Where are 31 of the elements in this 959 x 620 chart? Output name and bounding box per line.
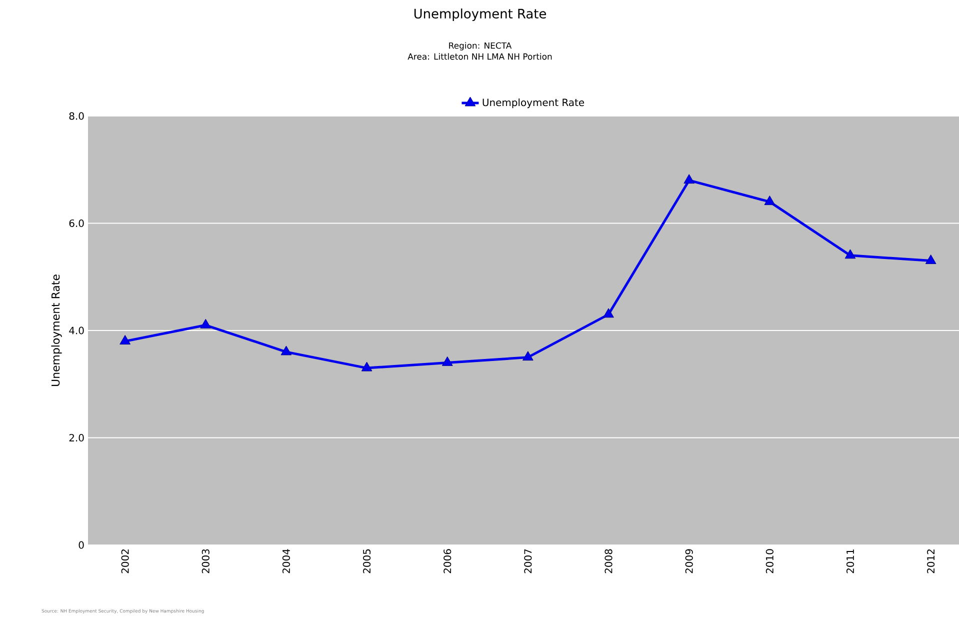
point: [684, 174, 695, 184]
x-tick-label: 2009: [685, 549, 693, 574]
x-tick-label: 2008: [604, 549, 612, 574]
point: [764, 196, 776, 206]
point: [603, 308, 614, 318]
x-tick-label: 2010: [766, 549, 774, 574]
point: [200, 318, 212, 328]
y-tick-label: 4.0: [69, 326, 84, 334]
point: [925, 254, 936, 264]
x-tick-label: 2002: [121, 550, 129, 574]
x-tick-label: 2005: [363, 549, 371, 574]
y-tick-label: 0: [78, 541, 84, 549]
point: [844, 249, 856, 259]
point: [522, 351, 534, 361]
y-tick-label: 2.0: [69, 434, 84, 442]
y-tick-label: 6.0: [69, 219, 84, 228]
x-tick-label: 2011: [846, 549, 854, 574]
x-tick-label: 2012: [927, 550, 935, 574]
x-tick-label: 2004: [282, 549, 290, 574]
x-tick-label: 2003: [202, 549, 210, 574]
x-tick-label: 2007: [524, 549, 532, 574]
point: [280, 346, 292, 356]
y-tick-label: 8.0: [69, 112, 84, 120]
point: [442, 356, 453, 366]
chart-subtitle: Region: NECTA Area: Littleton NH LMA NH Portion: [408, 42, 552, 60]
chart-title: Unemployment Rate: [414, 8, 546, 22]
y-axis-title: Unemployment Rate: [51, 274, 62, 386]
point: [361, 362, 372, 372]
point: [120, 334, 130, 344]
legend-label: Unemployment Rate: [482, 98, 584, 108]
x-tick-label: 2006: [444, 549, 452, 574]
